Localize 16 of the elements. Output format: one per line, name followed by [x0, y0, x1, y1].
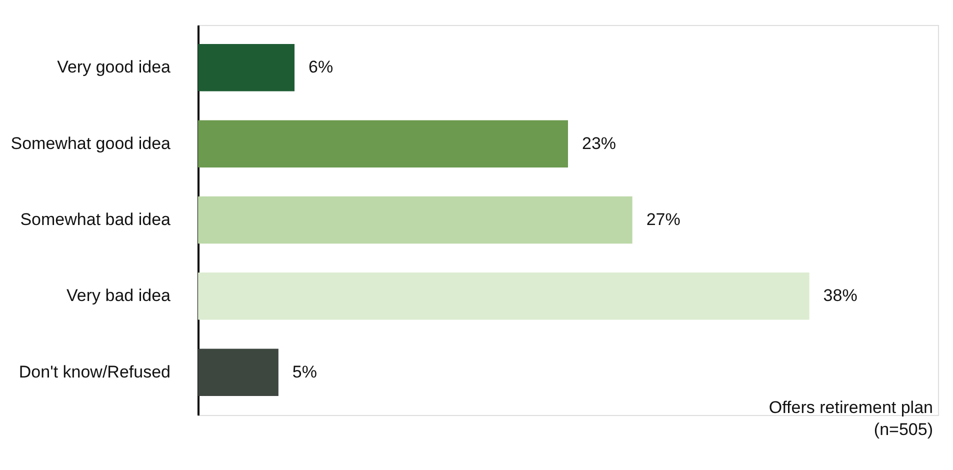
y-tick-label: Very bad idea: [66, 286, 172, 306]
bar: [198, 348, 278, 396]
y-tick-label: Don't know/Refused: [18, 362, 170, 382]
bar: [198, 272, 810, 320]
data-label: 38%: [823, 286, 858, 306]
y-tick-label: Very good idea: [57, 58, 172, 77]
data-label: 6%: [308, 58, 334, 77]
data-label: 23%: [582, 134, 616, 153]
bar: [198, 196, 632, 244]
annotation: Offers retirement plan (n=505): [768, 398, 933, 439]
data-label: 5%: [292, 362, 318, 382]
bar: [198, 44, 295, 92]
data-label: 27%: [646, 210, 680, 229]
y-tick-label: Somewhat bad idea: [20, 210, 172, 229]
bar: [198, 120, 568, 168]
y-tick-label: Somewhat good idea: [10, 134, 172, 153]
